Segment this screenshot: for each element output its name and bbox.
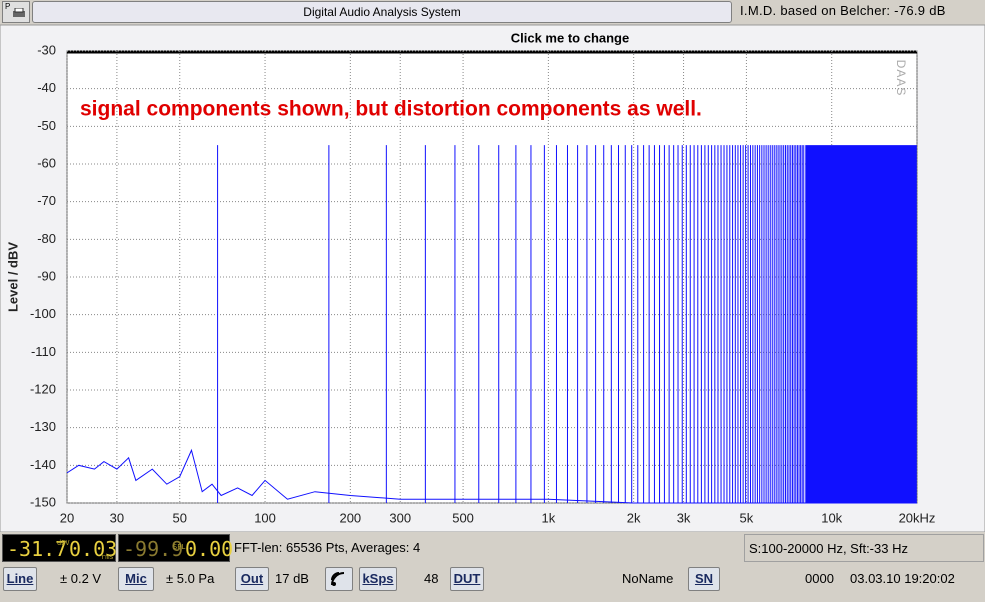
y-tick-label: -130 bbox=[30, 419, 56, 434]
x-tick-label: 50 bbox=[173, 510, 187, 525]
meter-sub: 0.03 bbox=[69, 537, 118, 561]
meter-unit: SPL bbox=[173, 543, 186, 551]
y-axis-label: Level / dBV bbox=[5, 242, 20, 312]
annotation: signal components shown, but distortion … bbox=[80, 98, 702, 121]
dense-lines-area bbox=[805, 145, 917, 503]
mic-button[interactable]: Mic bbox=[118, 567, 154, 591]
y-tick-label: -110 bbox=[31, 344, 56, 359]
x-tick-label: 5k bbox=[740, 510, 754, 525]
y-tick-label: -80 bbox=[37, 231, 56, 246]
app-title: Digital Audio Analysis System bbox=[32, 1, 732, 23]
y-tick-label: -30 bbox=[37, 42, 56, 57]
x-tick-label: 20 bbox=[60, 510, 74, 525]
dut-button[interactable]: DUT bbox=[450, 567, 484, 591]
imd-status: I.M.D. based on Belcher: -76.9 dB bbox=[740, 3, 946, 18]
y-tick-label: -150 bbox=[30, 494, 56, 509]
meter-sub-unit: rms bbox=[101, 553, 114, 561]
x-tick-label: 3k bbox=[677, 510, 691, 525]
meter-value: -99.9 bbox=[123, 537, 184, 561]
y-tick-label: -90 bbox=[37, 268, 56, 283]
noise-floor bbox=[66, 448, 917, 504]
chart-title[interactable]: Click me to change bbox=[511, 30, 629, 45]
sweep-info: S:100-20000 Hz, Sft:-33 Hz bbox=[744, 534, 984, 562]
spl-meter: -99.9 SPL 0.00 bbox=[118, 534, 234, 562]
printer-icon bbox=[13, 8, 25, 17]
y-tick-label: -50 bbox=[37, 118, 56, 133]
x-tick-label: 20kHz bbox=[899, 510, 936, 525]
x-tick-label: 1k bbox=[542, 510, 556, 525]
y-tick-label: -100 bbox=[30, 306, 56, 321]
serial-number: 0000 bbox=[805, 571, 834, 586]
meter-value: -31.7 bbox=[7, 537, 68, 561]
line-button[interactable]: Line bbox=[3, 567, 37, 591]
x-tick-label: 10k bbox=[821, 510, 842, 525]
print-button[interactable]: P bbox=[2, 1, 30, 23]
datetime: 03.03.10 19:20:02 bbox=[850, 571, 955, 586]
meter-sub: 0.00 bbox=[185, 537, 234, 561]
line-range: ± 0.2 V bbox=[60, 571, 102, 586]
sample-rate: 48 bbox=[424, 571, 439, 586]
dut-name: NoName bbox=[622, 571, 674, 586]
ksps-button[interactable]: kSps bbox=[359, 567, 397, 591]
logo: DAAS bbox=[894, 60, 908, 97]
y-tick-label: -120 bbox=[30, 381, 56, 396]
x-tick-label: 100 bbox=[254, 510, 276, 525]
signal-button[interactable] bbox=[325, 567, 353, 591]
icon-label: P bbox=[5, 2, 11, 11]
out-gain: 17 dB bbox=[275, 571, 309, 586]
signal-icon bbox=[331, 572, 345, 586]
x-tick-label: 30 bbox=[110, 510, 124, 525]
x-tick-label: 200 bbox=[339, 510, 361, 525]
level-meter: -31.7 dBV 0.03 rms bbox=[2, 534, 118, 562]
mic-range: ± 5.0 Pa bbox=[166, 571, 215, 586]
x-tick-label: 300 bbox=[389, 510, 411, 525]
y-tick-label: -40 bbox=[37, 80, 56, 95]
sn-button[interactable]: SN bbox=[688, 567, 720, 591]
out-button[interactable]: Out bbox=[235, 567, 269, 591]
x-tick-label: 500 bbox=[452, 510, 474, 525]
y-tick-label: -140 bbox=[30, 457, 56, 472]
y-tick-label: -60 bbox=[37, 155, 56, 170]
meter-unit: dBV bbox=[57, 539, 70, 547]
x-tick-label: 2k bbox=[627, 510, 641, 525]
chart[interactable]: Click me to change Level / dBV DAAS sign… bbox=[0, 0, 985, 532]
fft-info: FFT-len: 65536 Pts, Averages: 4 bbox=[234, 540, 421, 555]
y-tick-label: -70 bbox=[37, 193, 56, 208]
